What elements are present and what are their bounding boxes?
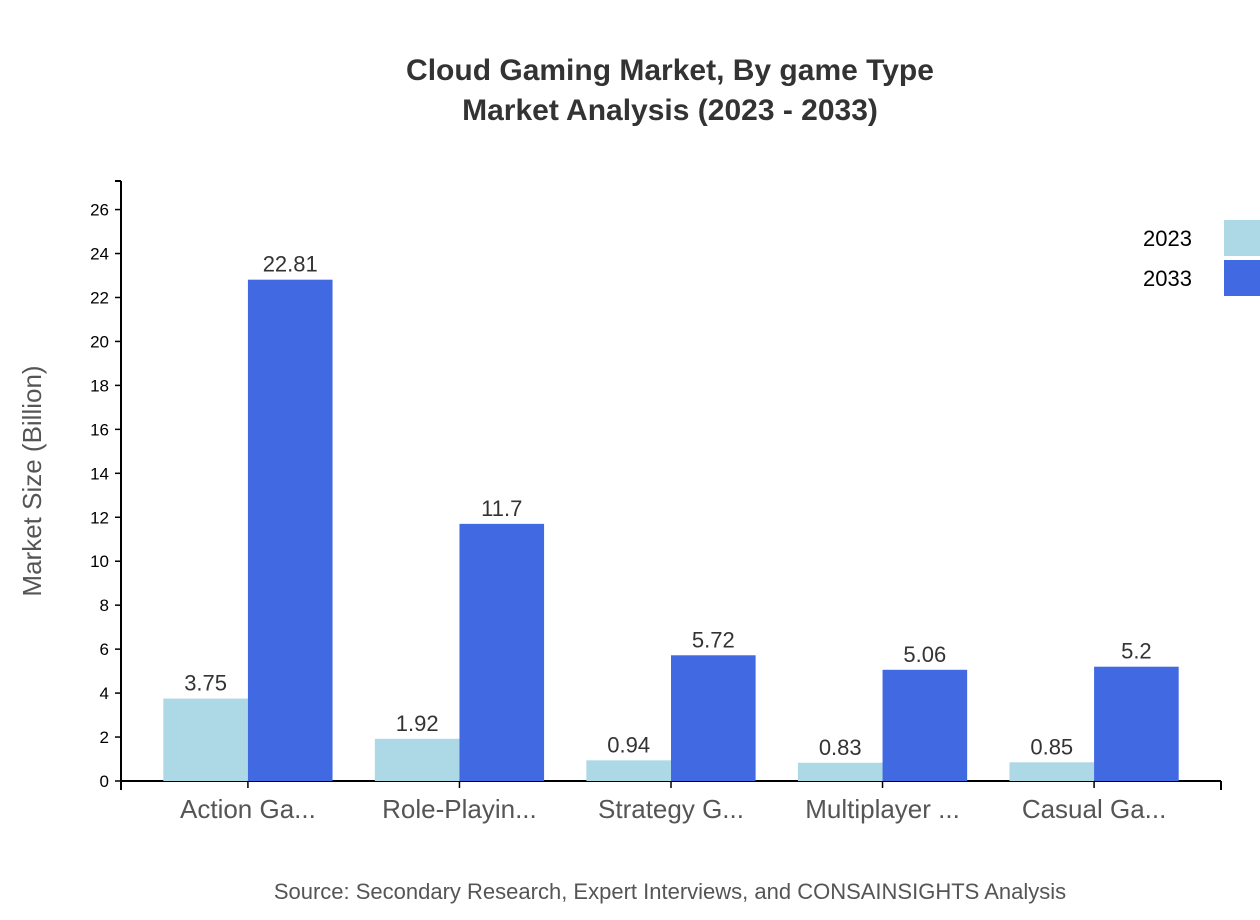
y-axis-label: Market Size (Billion) xyxy=(17,365,47,596)
y-tick-label: 16 xyxy=(90,420,109,439)
legend-swatch-2033 xyxy=(1224,260,1260,296)
data-label: 0.85 xyxy=(1030,734,1073,759)
legend-label: 2033 xyxy=(1143,266,1192,291)
y-tick-label: 8 xyxy=(100,596,109,615)
y-tick-label: 22 xyxy=(90,288,109,307)
y-tick-label: 20 xyxy=(90,332,109,351)
x-axis: Action Ga... Role-Playin... Strategy G... M… xyxy=(120,780,1222,824)
data-label: 5.06 xyxy=(903,642,946,667)
y-tick-label: 18 xyxy=(90,376,109,395)
bar-2023 xyxy=(586,760,671,781)
legend: 2023 2033 xyxy=(1143,220,1260,296)
x-tick-label: Role-Playin... xyxy=(382,794,537,824)
data-label: 3.75 xyxy=(184,671,227,696)
source-note: Source: Secondary Research, Expert Inter… xyxy=(274,879,1066,904)
bar-2023 xyxy=(163,698,248,781)
legend-label: 2023 xyxy=(1143,226,1192,251)
bar-2033 xyxy=(459,523,545,781)
data-label: 11.7 xyxy=(481,496,522,521)
x-tick-label: Action Ga... xyxy=(180,794,316,824)
x-tick-label: Casual Ga... xyxy=(1022,794,1167,824)
data-label: 0.83 xyxy=(819,735,862,760)
y-tick-label: 12 xyxy=(90,508,109,527)
bar-2033 xyxy=(671,655,756,781)
y-tick-label: 0 xyxy=(100,772,109,791)
bar-2033 xyxy=(1094,666,1179,781)
y-tick-label: 10 xyxy=(90,552,109,571)
y-tick-label: 24 xyxy=(90,245,109,264)
y-tick-label: 26 xyxy=(90,201,109,220)
data-label: 22.81 xyxy=(263,252,318,277)
x-tick-label: Multiplayer ... xyxy=(805,794,960,824)
bar-2023 xyxy=(374,738,460,781)
y-tick-label: 6 xyxy=(100,640,109,659)
bar-2023 xyxy=(797,762,883,781)
bars: 3.75 22.81 1.92 11.7 0.94 5.72 0.83 5.06 0.85 5.2 xyxy=(163,252,1179,781)
y-tick-label: 14 xyxy=(90,464,109,483)
chart-title-line-2: Market Analysis (2023 - 2033) xyxy=(462,94,878,127)
chart-title-line-1: Cloud Gaming Market, By game Type xyxy=(406,54,934,87)
y-tick-label: 4 xyxy=(100,684,109,703)
data-label: 5.2 xyxy=(1121,639,1152,664)
y-tick-label: 2 xyxy=(100,728,109,747)
data-label: 0.94 xyxy=(607,732,650,757)
x-tick-label: Strategy G... xyxy=(598,794,744,824)
data-label: 5.72 xyxy=(692,627,735,652)
legend-swatch-2023 xyxy=(1224,220,1260,256)
bar-2023 xyxy=(1009,762,1095,781)
bar-2033 xyxy=(882,669,968,781)
data-label: 1.92 xyxy=(396,711,439,736)
bar-2033 xyxy=(247,279,333,781)
